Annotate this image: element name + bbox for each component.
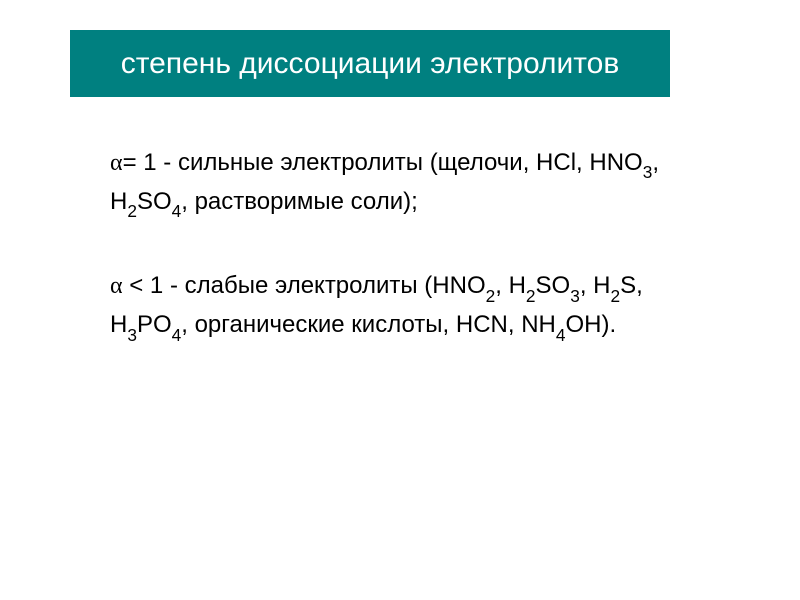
alpha-symbol: α — [110, 150, 123, 176]
text-run: SO — [536, 272, 571, 299]
subscript: 3 — [570, 286, 580, 306]
subscript: 4 — [172, 325, 182, 345]
relation-text: < 1 - — [123, 272, 185, 299]
paragraph-weak-electrolytes: α < 1 - слабые электролиты (HNO2, H2SO3,… — [110, 268, 710, 345]
paragraph-strong-electrolytes: α= 1 - сильные электролиты (щелочи, HCl,… — [110, 145, 710, 222]
text-run: , растворимые соли); — [181, 188, 418, 215]
text-run: PO — [137, 311, 172, 338]
subscript: 2 — [610, 286, 620, 306]
text-run: , органические кислоты, HCN, NH — [181, 311, 556, 338]
text-run: слабые электролиты (HNO — [185, 272, 486, 299]
subscript: 4 — [556, 325, 566, 345]
text-run: сильные электролиты (щелочи, HCl, HNO — [178, 149, 643, 176]
slide-title: степень диссоциации электролитов — [70, 30, 670, 97]
subscript: 2 — [127, 201, 137, 221]
text-run: , H — [495, 272, 526, 299]
text-run: OH). — [565, 311, 616, 338]
relation-text: = 1 - — [123, 149, 178, 176]
subscript: 3 — [643, 162, 653, 182]
slide-body: α= 1 - сильные электролиты (щелочи, HCl,… — [90, 145, 710, 346]
subscript: 2 — [486, 286, 496, 306]
slide-container: степень диссоциации электролитов α= 1 - … — [0, 0, 800, 600]
text-run: , H — [580, 272, 611, 299]
alpha-symbol: α — [110, 273, 123, 299]
subscript: 3 — [127, 325, 137, 345]
subscript: 2 — [526, 286, 536, 306]
subscript: 4 — [172, 201, 182, 221]
text-run: SO — [137, 188, 172, 215]
